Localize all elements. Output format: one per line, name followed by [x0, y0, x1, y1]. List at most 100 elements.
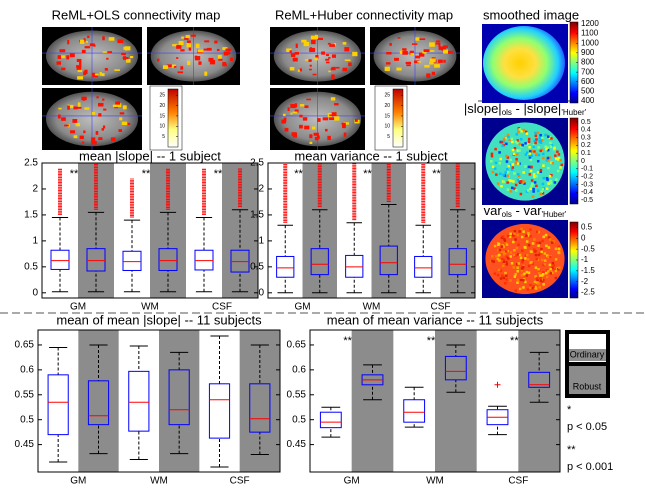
activation-spot	[315, 54, 319, 59]
image-pixel	[515, 246, 519, 250]
image-pixel	[535, 277, 539, 280]
image-pixel	[539, 252, 542, 255]
image-pixel	[491, 165, 495, 169]
image-pixel	[553, 268, 557, 271]
image-pixel	[528, 152, 531, 155]
activation-spot	[419, 38, 426, 40]
image-pixel	[500, 250, 504, 254]
image-pixel	[511, 166, 515, 169]
image-pixel	[534, 266, 538, 269]
image-pixel	[529, 158, 533, 162]
box	[158, 248, 178, 271]
image-pixel	[524, 153, 528, 156]
image-pixel	[554, 258, 558, 261]
activation-spot	[422, 50, 427, 54]
activation-spot	[315, 34, 319, 40]
activation-spot	[327, 42, 331, 45]
activation-spot	[317, 118, 321, 122]
image-pixel	[505, 154, 508, 158]
image-pixel	[498, 161, 502, 165]
image-pixel	[557, 157, 561, 160]
activation-spot	[441, 46, 447, 51]
activation-spot	[334, 43, 337, 46]
image-pixel	[524, 130, 528, 134]
image-pixel	[527, 243, 531, 247]
activation-spot	[195, 43, 200, 48]
image-pixel	[527, 137, 531, 141]
image-pixel	[512, 180, 515, 183]
colorbar-tick-label: -1.5	[581, 266, 595, 275]
image-pixel	[514, 238, 517, 241]
activation-spot	[344, 47, 350, 52]
image-pixel	[511, 140, 514, 144]
colorbar-tick-label: 0.3	[581, 134, 591, 141]
activation-spot	[119, 117, 123, 121]
activation-spot	[85, 40, 88, 43]
colorbar-tick-label: 0.4	[581, 127, 591, 134]
image-pixel	[521, 260, 524, 264]
image-pixel	[536, 159, 540, 163]
activation-spot	[122, 105, 127, 110]
image-pixel	[542, 164, 545, 167]
image-pixel	[502, 258, 506, 262]
image-pixel	[519, 192, 523, 196]
label-part: - var	[512, 203, 542, 218]
significance-mark: **	[214, 168, 223, 180]
activation-spot	[64, 124, 69, 127]
image-pixel	[547, 135, 550, 138]
image-pixel	[525, 254, 529, 257]
image-pixel	[554, 154, 557, 157]
activation-spot	[309, 141, 313, 144]
image-pixel	[545, 244, 548, 248]
activation-spot	[178, 40, 184, 46]
image-pixel	[501, 274, 504, 278]
image-pixel	[502, 276, 506, 280]
activation-spot	[180, 66, 184, 70]
image-pixel	[550, 173, 553, 177]
activation-spot	[346, 122, 349, 125]
box	[50, 249, 70, 270]
activation-spot	[230, 57, 233, 62]
image-pixel	[537, 282, 540, 285]
image-pixel	[551, 271, 554, 275]
activation-spot	[415, 37, 420, 41]
image-pixel	[524, 142, 527, 145]
activation-spot	[57, 114, 61, 119]
image-pixel	[514, 162, 518, 165]
image-pixel	[538, 241, 542, 245]
image-pixel	[555, 178, 558, 181]
image-pixel	[521, 143, 524, 147]
activation-spot	[309, 47, 312, 49]
activation-spot	[96, 96, 99, 99]
image-pixel	[533, 175, 536, 179]
colorbar-tick-label: 0.1	[581, 150, 591, 157]
plot-frame	[267, 162, 476, 299]
activation-spot	[206, 47, 212, 51]
activation-spot	[81, 49, 86, 54]
colorbar-tick-label: 0	[581, 158, 585, 165]
activation-spot	[83, 71, 87, 76]
image-pixel	[530, 165, 533, 169]
image-pixel	[496, 273, 500, 277]
image-pixel	[527, 165, 531, 169]
image-pixel	[548, 238, 552, 241]
image-pixel	[524, 280, 527, 284]
image-pixel	[548, 263, 552, 267]
activation-spot	[396, 67, 402, 71]
image-pixel	[544, 145, 547, 148]
image-pixel	[509, 232, 512, 236]
image-pixel	[539, 170, 542, 173]
image-pixel	[526, 151, 529, 155]
image-pixel	[506, 171, 510, 174]
image-pixel	[500, 245, 504, 248]
activation-spot	[389, 42, 392, 46]
image-pixel	[516, 233, 519, 237]
image-pixel	[503, 238, 506, 241]
activation-spot	[301, 39, 307, 43]
y-tick-label: 0.55	[15, 389, 35, 400]
image-pixel	[508, 235, 512, 239]
image-pixel	[545, 275, 549, 279]
image-pixel	[537, 153, 541, 157]
image-pixel	[552, 264, 555, 267]
colorbar-tick-label: 500	[581, 87, 595, 96]
